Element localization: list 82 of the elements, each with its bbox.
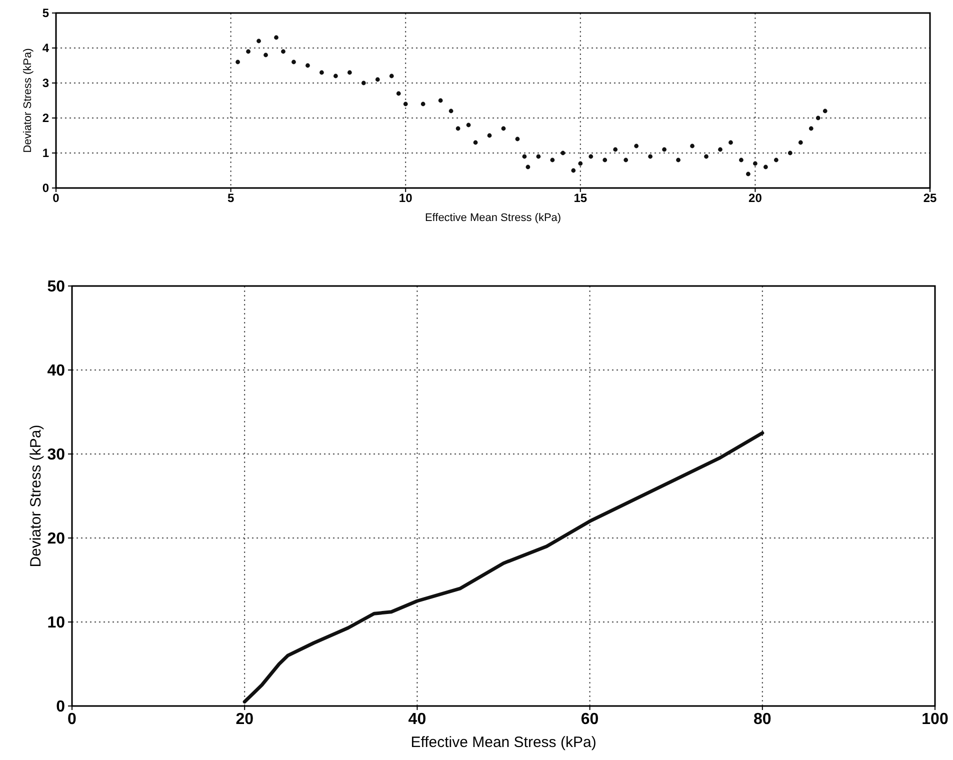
point [456,126,460,131]
point [550,158,555,162]
point [246,49,250,54]
point [746,172,750,176]
y-tick-label: 2 [42,111,50,126]
point [763,164,768,170]
y-tick-label: 30 [47,446,66,464]
y-axis-title: Deviator Stress (kPa) [22,48,34,153]
point [526,164,530,170]
point [501,126,506,131]
point [420,102,426,106]
point [448,108,454,114]
point [515,136,520,142]
point [774,158,778,162]
point [728,140,733,145]
point [536,154,541,159]
point [236,60,240,64]
x-tick-label: 25 [923,191,937,205]
y-axis-title: Deviator Stress (kPa) [27,424,44,568]
point [662,147,667,152]
x-axis-title: Effective Mean Stress (kPa) [410,734,596,751]
point [578,161,583,166]
point [396,91,401,96]
point [808,126,814,131]
point [347,70,352,75]
x-tick-label: 15 [574,191,588,205]
y-tick-label: 50 [47,278,66,296]
x-tick-label: 20 [236,711,254,728]
y-tick-label: 20 [47,530,66,548]
y-tick-label: 5 [42,6,50,20]
point [739,158,744,162]
x-tick-label: 60 [580,711,599,728]
point [487,133,492,138]
x-tick-label: 80 [754,711,772,728]
x-tick-label: 40 [408,711,426,728]
point [466,122,471,128]
y-tick-label: 40 [47,362,66,380]
point [753,161,758,166]
point [690,144,694,148]
y-tick-label: 4 [42,41,50,56]
point [333,74,338,78]
point [389,74,394,78]
point [602,158,608,162]
point [522,154,527,159]
x-tick-label: 100 [922,711,948,728]
point [788,150,792,156]
point [822,108,828,114]
point [375,77,380,82]
point [403,102,408,106]
point [438,98,443,103]
point [588,154,594,159]
point [648,154,653,159]
point [571,168,576,173]
x-tick-label: 20 [748,191,762,205]
line-series [242,431,764,704]
point [256,38,261,44]
point [816,116,820,120]
x-axis-title: Effective Mean Stress (kPa) [424,212,562,224]
point [704,154,708,159]
point [560,150,566,156]
point [281,49,286,54]
point [306,63,310,68]
y-tick-label: 0 [42,181,50,196]
point [361,80,366,86]
y-tick-label: 10 [47,614,66,632]
point [676,158,680,162]
point [319,70,324,75]
y-tick-label: 0 [56,698,66,716]
point [274,35,278,40]
point [798,140,803,145]
x-tick-label: 0 [68,711,77,728]
y-tick-label: 1 [42,146,50,160]
point [264,52,268,58]
x-tick-label: 5 [227,191,234,205]
point [613,147,618,152]
point [634,144,639,148]
point [292,60,296,64]
x-tick-label: 10 [398,191,413,205]
y-tick-label: 3 [42,76,50,90]
point [718,147,722,152]
point [624,158,628,162]
point [473,140,478,145]
